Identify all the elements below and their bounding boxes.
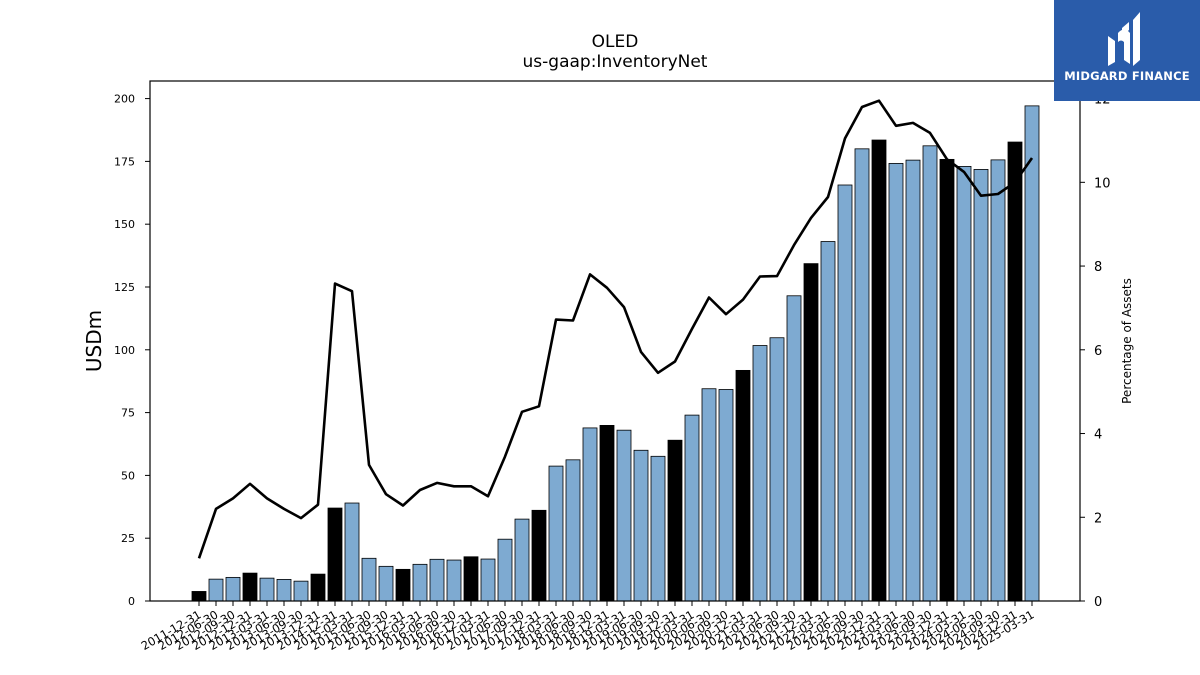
bar-2017-12-31 [531, 509, 547, 602]
bar-2021-09-30 [786, 295, 802, 602]
y-tick-label: 125 [114, 281, 135, 294]
bar-2024-12-31 [1007, 141, 1023, 602]
y-axis-left: 0 25 50 75 100 125 150 175 200 [114, 93, 150, 608]
bar-2023-06-30 [905, 159, 921, 602]
bar-2023-12-31 [939, 158, 955, 602]
bar-2024-09-30 [990, 159, 1006, 602]
chart-title: OLED [591, 32, 639, 52]
bar-2013-12-31 [310, 573, 326, 602]
bar-2017-09-30 [514, 518, 530, 602]
y-tick-label: 200 [114, 93, 135, 106]
logo-text: MIDGARD FINANCE [1064, 69, 1190, 83]
bar-2012-06-30 [208, 578, 224, 602]
bar-2021-12-31 [803, 263, 819, 602]
bar-2018-12-31 [599, 425, 615, 602]
y-tick-label: 75 [121, 407, 135, 420]
bar-2016-03-31 [412, 563, 428, 602]
y2-tick-label: 2 [1094, 511, 1102, 526]
y2-tick-label: 10 [1094, 176, 1111, 191]
bar-2021-06-30 [769, 337, 785, 602]
bar-2016-06-30 [429, 558, 445, 602]
bar-2021-03-31 [752, 345, 768, 602]
bar-2022-12-31 [871, 139, 887, 602]
bar-2022-03-31 [820, 241, 836, 602]
bar-2015-03-31 [344, 502, 360, 602]
y-tick-label: 50 [121, 469, 135, 482]
bar-2012-12-31 [242, 572, 258, 602]
bar-2015-09-30 [378, 565, 394, 602]
bar-2018-06-30 [565, 459, 581, 602]
y-tick-label: 150 [114, 218, 135, 231]
bar-2013-03-31 [259, 577, 275, 602]
midgard-finance-logo: MIDGARD FINANCE [1054, 0, 1200, 101]
chart-subtitle: us-gaap:InventoryNet [522, 52, 708, 72]
bar-2025-03-31 [1024, 105, 1040, 602]
y-tick-label: 175 [114, 155, 135, 168]
bar-2013-06-30 [276, 578, 292, 602]
bar-2017-03-31 [480, 558, 496, 602]
y-tick-label: 25 [121, 532, 135, 545]
bar-2017-06-30 [497, 538, 513, 602]
y-axis-label: USDm [82, 310, 106, 372]
bar-2020-03-31 [684, 414, 700, 602]
y-tick-label: 100 [114, 344, 135, 357]
y2-tick-label: 4 [1094, 428, 1102, 443]
percentage-line [197, 99, 1034, 559]
x-axis: 2011-12-312012-06-302012-09-302012-12-31… [139, 601, 1037, 653]
bar-2019-12-31 [667, 439, 683, 602]
bar-2018-03-31 [548, 465, 564, 602]
bar-2023-03-31 [888, 162, 904, 602]
bar-2014-12-31 [327, 507, 343, 602]
y2-tick-label: 6 [1094, 344, 1102, 359]
y-tick-label: 0 [128, 595, 135, 608]
y-axis-right: 024681012 [1080, 93, 1111, 610]
bar-2019-09-30 [650, 455, 666, 602]
bar-2022-09-30 [854, 148, 870, 602]
bar-2024-06-30 [973, 169, 989, 602]
bar-2013-09-30 [293, 580, 309, 602]
bar-2019-03-31 [616, 429, 632, 602]
bar-2015-12-31 [395, 568, 411, 602]
bar-2016-09-30 [446, 559, 462, 602]
bar-2022-06-30 [837, 184, 853, 602]
midgard-logo-icon [1108, 12, 1140, 66]
bar-2011-12-31 [191, 591, 207, 602]
y2-axis-label: Percentage of Assets [1120, 278, 1134, 404]
bar-2020-12-31 [735, 369, 751, 602]
bar-2020-09-30 [718, 389, 734, 602]
bar-2018-09-30 [582, 427, 598, 602]
bar-2016-12-31 [463, 556, 479, 602]
plot-frame [149, 80, 1081, 602]
bar-2020-06-30 [701, 388, 717, 602]
bar-series [191, 105, 1040, 602]
y2-tick-label: 0 [1094, 595, 1102, 610]
bar-2023-09-30 [922, 145, 938, 602]
bar-2019-06-30 [633, 449, 649, 602]
bar-2024-03-31 [956, 166, 972, 602]
bar-2012-09-30 [225, 576, 241, 602]
bar-2015-06-30 [361, 557, 377, 602]
y2-tick-label: 8 [1094, 260, 1102, 275]
line-series [197, 99, 1034, 559]
